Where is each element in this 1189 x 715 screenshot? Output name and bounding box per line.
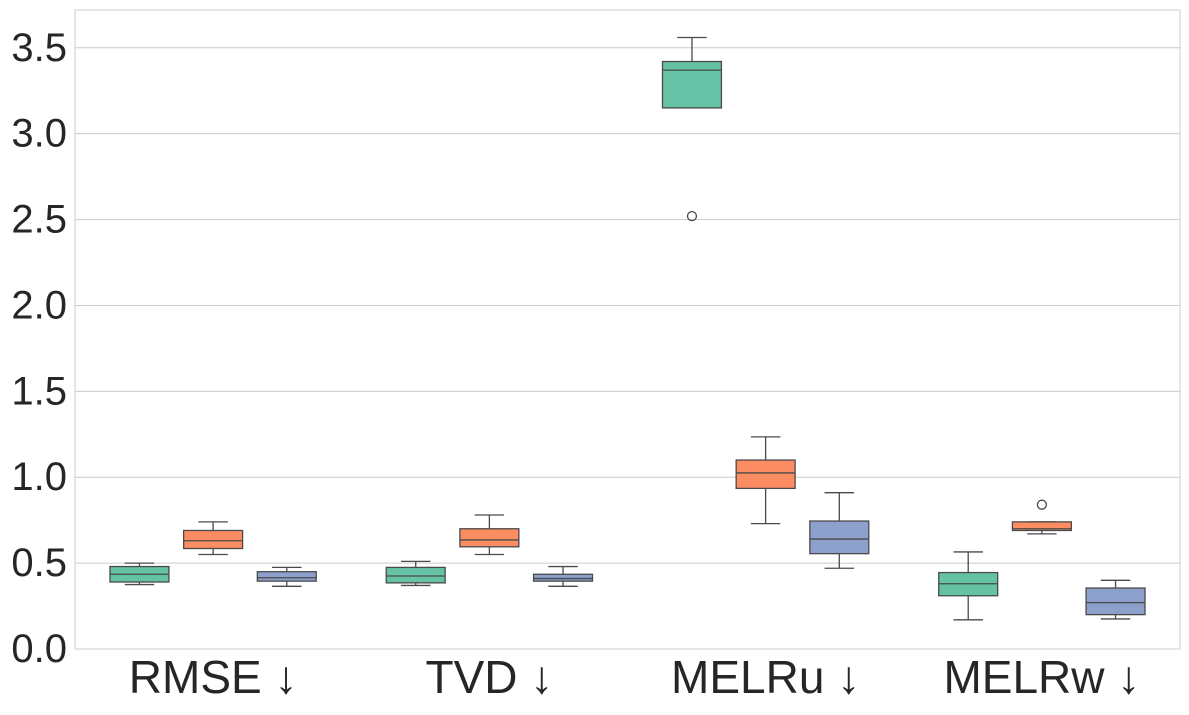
- y-tick-label: 3.0: [11, 112, 67, 156]
- box-body: [459, 528, 520, 548]
- box-1-1: [109, 562, 170, 586]
- box-1-2: [385, 560, 446, 587]
- box-3-3: [809, 492, 870, 569]
- y-tick-label: 1.0: [11, 455, 67, 499]
- box-body: [183, 529, 244, 550]
- box-2-2: [459, 514, 520, 556]
- x-tick-label: MELRu ↓: [671, 651, 860, 703]
- box-body: [809, 520, 870, 555]
- box-body: [1011, 521, 1072, 532]
- box-3-1: [256, 566, 317, 587]
- box-3-2: [532, 565, 594, 587]
- x-tick-label: TVD ↓: [425, 651, 553, 703]
- box-body: [661, 60, 723, 109]
- grid-layer: [75, 47, 1180, 650]
- box-1-4: [938, 551, 999, 621]
- outlier-point: [686, 210, 698, 222]
- y-tick-label: 2.0: [11, 283, 67, 327]
- y-tick-label: 1.5: [11, 369, 67, 413]
- box-body: [1085, 587, 1146, 616]
- plot-frame: [74, 9, 1181, 650]
- box-body: [256, 571, 317, 582]
- outlier-point: [1036, 499, 1048, 510]
- box-1-3: [661, 36, 723, 222]
- x-axis-ticks: RMSE ↓ TVD ↓ MELRu ↓ MELRw ↓: [129, 651, 1141, 703]
- box-body: [532, 573, 594, 582]
- box-body: [385, 566, 446, 584]
- box-body: [735, 459, 796, 490]
- x-tick-label: MELRw ↓: [943, 651, 1140, 703]
- box-2-1: [183, 521, 244, 556]
- plot-border: [74, 9, 1181, 650]
- x-tick-label: RMSE ↓: [129, 651, 298, 703]
- box-layer: [109, 36, 1146, 621]
- y-tick-label: 3.5: [11, 26, 67, 70]
- y-tick-label: 2.5: [11, 198, 67, 242]
- y-axis-ticks: 0.0 0.5 1.0 1.5 2.0 2.5 3.0 3.5: [11, 26, 67, 671]
- box-2-4: [1011, 499, 1072, 535]
- box-2-3: [735, 436, 796, 525]
- y-tick-label: 0.0: [11, 627, 67, 671]
- y-tick-label: 0.5: [11, 541, 67, 585]
- box-3-4: [1085, 579, 1146, 620]
